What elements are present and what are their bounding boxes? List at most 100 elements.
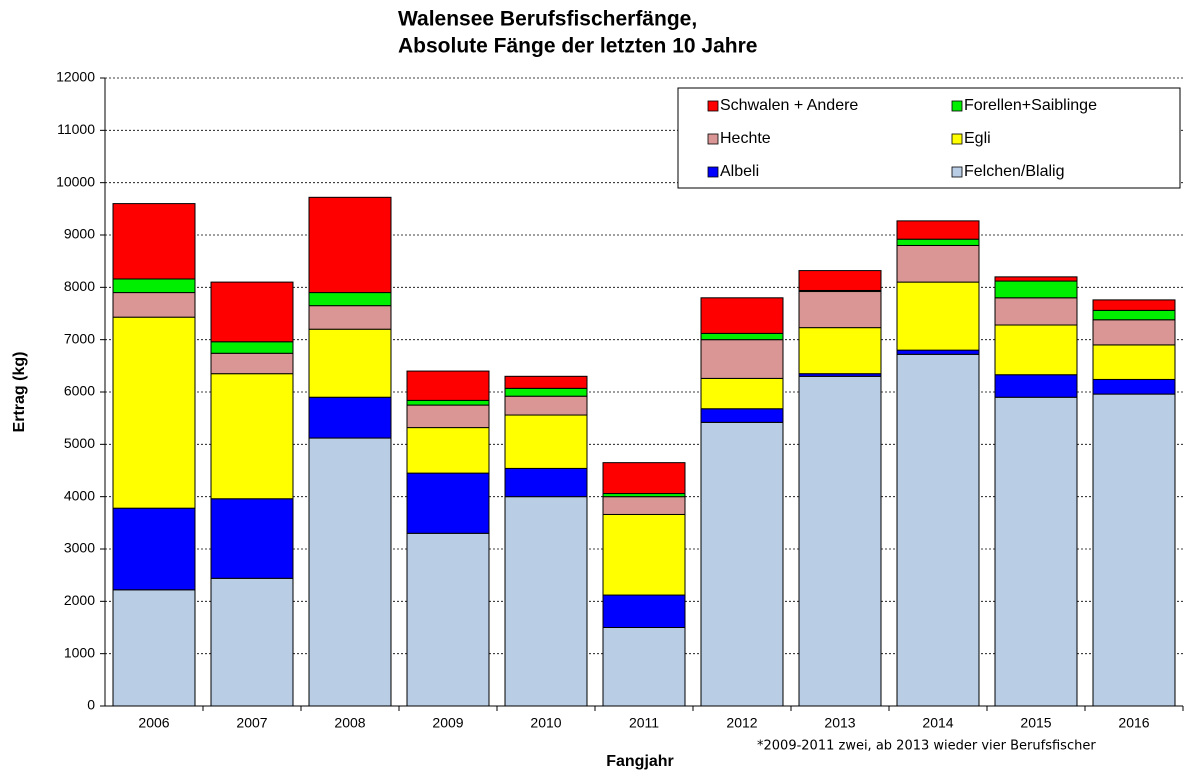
- bar-segment: [896, 238, 980, 246]
- bar-segment: [896, 349, 980, 355]
- bar-segment: [994, 280, 1078, 299]
- y-tick-label: 9000: [64, 226, 95, 242]
- bar-segment: [406, 370, 490, 401]
- legend-label: Egli: [964, 130, 991, 147]
- legend-swatch: [707, 133, 719, 145]
- bar-segment: [308, 396, 392, 439]
- bar-segment: [994, 276, 1078, 282]
- bar-segment: [1092, 319, 1176, 346]
- legend-label: Schwalen + Andere: [720, 97, 858, 114]
- bar-segment: [504, 467, 588, 498]
- x-tick-label: 2014: [922, 715, 953, 731]
- bar-segment: [896, 244, 980, 283]
- bar-segment: [406, 472, 490, 534]
- bar-segment: [602, 594, 686, 629]
- bar-segment: [504, 395, 588, 416]
- legend-swatch: [707, 166, 719, 178]
- bar-segment: [210, 577, 294, 707]
- bar-segment: [210, 373, 294, 500]
- bar-segment: [112, 292, 196, 318]
- legend-swatch: [951, 133, 963, 145]
- bar-segment: [308, 328, 392, 398]
- legend-label: Forellen+Saiblinge: [964, 97, 1097, 114]
- bar-segment: [406, 404, 490, 429]
- bar-segment: [798, 327, 882, 375]
- x-tick-label: 2013: [824, 715, 855, 731]
- bar-segment: [798, 270, 882, 291]
- bar-segment: [700, 377, 784, 410]
- annotation: *2009-2011 zwei, ab 2013 wieder vier Ber…: [757, 739, 1096, 754]
- bar-segment: [700, 297, 784, 334]
- bar-segment: [700, 339, 784, 379]
- bar-segment: [210, 341, 294, 354]
- bar-segment: [504, 414, 588, 469]
- y-tick-label: 8000: [64, 278, 95, 294]
- legend-label: Albeli: [720, 163, 759, 180]
- y-tick-label: 12000: [56, 69, 95, 85]
- y-tick-label: 5000: [64, 435, 95, 451]
- x-tick-label: 2016: [1118, 715, 1149, 731]
- legend-box: [677, 87, 1181, 189]
- x-tick-label: 2012: [726, 715, 757, 731]
- bar-segment: [896, 353, 980, 707]
- bar-segment: [602, 513, 686, 596]
- bar-segment: [504, 496, 588, 707]
- chart-title: Walensee Berufsfischerfänge,: [398, 8, 697, 31]
- bar-segment: [308, 292, 392, 307]
- x-tick-label: 2007: [236, 715, 267, 731]
- bar-segment: [112, 507, 196, 591]
- bar-segment: [798, 375, 882, 707]
- bar-segment: [112, 203, 196, 280]
- bar-segment: [896, 281, 980, 351]
- legend-swatch: [707, 100, 719, 112]
- bar-segment: [112, 316, 196, 509]
- bar-segment: [602, 627, 686, 707]
- bar-segment: [406, 399, 490, 406]
- bar-segment: [1092, 344, 1176, 380]
- y-axis-title: Ertrag (kg): [11, 352, 28, 433]
- legend-swatch: [951, 166, 963, 178]
- chart-subtitle: Absolute Fänge der letzten 10 Jahre: [398, 35, 757, 58]
- y-tick-label: 1000: [64, 644, 95, 660]
- bar-segment: [700, 332, 784, 341]
- bar-segment: [994, 374, 1078, 398]
- y-tick-label: 3000: [64, 540, 95, 556]
- bar-segment: [700, 421, 784, 707]
- legend-label: Felchen/Blalig: [964, 163, 1065, 180]
- y-tick-label: 7000: [64, 330, 95, 346]
- bar-segment: [602, 496, 686, 515]
- bar-segment: [1092, 309, 1176, 321]
- bar-segment: [1092, 378, 1176, 395]
- y-tick-label: 10000: [56, 173, 95, 189]
- bar-segment: [504, 387, 588, 397]
- x-tick-label: 2010: [530, 715, 561, 731]
- bar-segment: [1092, 393, 1176, 707]
- bar-segment: [406, 427, 490, 474]
- legend-label: Hechte: [720, 130, 771, 147]
- bar-segment: [798, 291, 882, 329]
- bar-segment: [406, 532, 490, 707]
- x-tick-label: 2006: [138, 715, 169, 731]
- y-tick-label: 11000: [57, 121, 95, 137]
- bar-segment: [602, 462, 686, 495]
- x-tick-label: 2011: [629, 715, 659, 731]
- bar-segment: [994, 396, 1078, 707]
- bar-segment: [112, 589, 196, 707]
- bar-segment: [210, 281, 294, 343]
- bar-segment: [700, 408, 784, 423]
- y-tick-label: 6000: [64, 383, 95, 399]
- y-tick-label: 2000: [64, 592, 95, 608]
- bar-segment: [504, 375, 588, 389]
- bar-segment: [1092, 299, 1176, 311]
- bar-segment: [210, 498, 294, 579]
- bar-segment: [308, 196, 392, 294]
- bar-segment: [308, 437, 392, 707]
- x-axis-title: Fangjahr: [606, 753, 674, 770]
- x-tick-label: 2015: [1020, 715, 1051, 731]
- y-tick-label: 0: [87, 697, 95, 713]
- bar-segment: [308, 305, 392, 330]
- bar-segment: [994, 297, 1078, 326]
- bar-segment: [210, 352, 294, 375]
- x-tick-label: 2009: [432, 715, 463, 731]
